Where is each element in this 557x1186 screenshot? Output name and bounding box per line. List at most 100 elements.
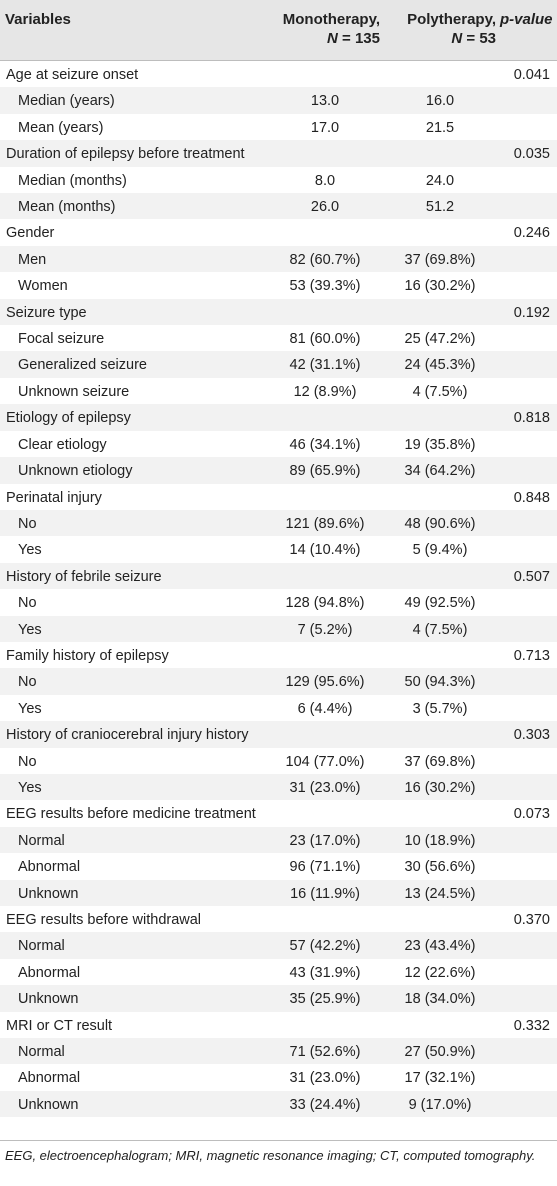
p-value-cell: 0.848 bbox=[513, 489, 550, 506]
monotherapy-cell: 35 (25.9%) bbox=[289, 991, 361, 1008]
table-row-category: Seizure type 0.192 bbox=[0, 299, 557, 325]
row-label: History of febrile seizure bbox=[6, 568, 162, 585]
table-row-category: Perinatal injury 0.848 bbox=[0, 484, 557, 510]
row-label: Age at seizure onset bbox=[6, 67, 139, 83]
row-label: Clear etiology bbox=[18, 436, 107, 453]
table-row-category: EEG results before medicine treatment 0.0… bbox=[0, 800, 557, 826]
polytherapy-cell: 27 (50.9%) bbox=[404, 1044, 476, 1061]
row-stripe bbox=[0, 721, 557, 748]
row-label: History of craniocerebral injury history bbox=[6, 727, 249, 744]
monotherapy-cell: 13.0 bbox=[310, 93, 340, 110]
row-label: Duration of epilepsy before treatment bbox=[6, 146, 245, 163]
monotherapy-cell: 104 (77.0%) bbox=[285, 753, 365, 770]
row-label: Abnormal bbox=[18, 964, 81, 981]
polytherapy-cell: 21.5 bbox=[425, 119, 455, 136]
p-value-cell: 0.246 bbox=[513, 225, 550, 242]
monotherapy-cell: 26.0 bbox=[310, 199, 340, 216]
polytherapy-cell: 16 (30.2%) bbox=[404, 779, 476, 796]
row-label: Normal bbox=[18, 938, 65, 955]
polytherapy-cell: 4 (7.5%) bbox=[412, 383, 468, 400]
table-footnote: EEG, electroencephalogram; MRI, magnetic… bbox=[5, 1148, 536, 1163]
table-row-subitem: Unknown 35 (25.9%) 18 (34.0%) bbox=[0, 985, 557, 1011]
polytherapy-cell: 48 (90.6%) bbox=[404, 515, 476, 532]
header-p-value-label: p-value bbox=[500, 11, 553, 28]
row-label: Unknown seizure bbox=[18, 383, 130, 400]
table-row-subitem: No 104 (77.0%) 37 (69.8%) bbox=[0, 748, 557, 774]
table-row-subitem: Median (months) 8.0 24.0 bbox=[0, 167, 557, 193]
header-p-value: p-value bbox=[500, 10, 553, 29]
monotherapy-cell: 12 (8.9%) bbox=[293, 383, 357, 400]
table-row-subitem: Abnormal 31 (23.0%) 17 (32.1%) bbox=[0, 1064, 557, 1090]
p-value-cell: 0.713 bbox=[513, 647, 550, 664]
table-row-subitem: Unknown 16 (11.9%) 13 (24.5%) bbox=[0, 880, 557, 906]
polytherapy-cell: 16 (30.2%) bbox=[404, 278, 476, 295]
table-row-category: Age at seizure onset 0.041 bbox=[0, 61, 557, 87]
polytherapy-cell: 9 (17.0%) bbox=[408, 1096, 472, 1113]
table-row-category: History of craniocerebral injury history… bbox=[0, 721, 557, 747]
table-header-band bbox=[0, 0, 557, 60]
row-label: Women bbox=[18, 278, 68, 295]
table-row-category: Duration of epilepsy before treatment 0.0… bbox=[0, 140, 557, 166]
table-row-subitem: Yes 14 (10.4%) 5 (9.4%) bbox=[0, 536, 557, 562]
monotherapy-cell: 31 (23.0%) bbox=[289, 779, 361, 796]
row-label: Family history of epilepsy bbox=[6, 647, 169, 664]
table-row-subitem: Unknown etiology 89 (65.9%) 34 (64.2%) bbox=[0, 457, 557, 483]
row-label: Median (months) bbox=[18, 172, 127, 189]
polytherapy-cell: 37 (69.8%) bbox=[404, 753, 476, 770]
row-label: MRI or CT result bbox=[6, 1017, 113, 1034]
row-label: Median (years) bbox=[18, 93, 115, 110]
row-stripe bbox=[0, 457, 557, 484]
header-monotherapy: Monotherapy, N = 135 bbox=[270, 10, 380, 48]
row-stripe bbox=[0, 985, 557, 1012]
table-row-subitem: Women 53 (39.3%) 16 (30.2%) bbox=[0, 272, 557, 298]
monotherapy-cell: 46 (34.1%) bbox=[289, 436, 361, 453]
monotherapy-cell: 7 (5.2%) bbox=[297, 621, 353, 638]
monotherapy-cell: 23 (17.0%) bbox=[289, 832, 361, 849]
monotherapy-cell: 6 (4.4%) bbox=[297, 700, 353, 717]
polytherapy-cell: 5 (9.4%) bbox=[412, 542, 468, 559]
monotherapy-cell: 43 (31.9%) bbox=[289, 964, 361, 981]
row-label: Mean (months) bbox=[18, 199, 116, 216]
table-row-subitem: Yes 7 (5.2%) 4 (7.5%) bbox=[0, 616, 557, 642]
monotherapy-cell: 53 (39.3%) bbox=[289, 278, 361, 295]
polytherapy-cell: 24.0 bbox=[425, 172, 455, 189]
monotherapy-cell: 96 (71.1%) bbox=[289, 859, 361, 876]
monotherapy-cell: 42 (31.1%) bbox=[289, 357, 361, 374]
row-label: Yes bbox=[18, 700, 42, 717]
row-stripe bbox=[0, 87, 557, 114]
row-label: No bbox=[18, 753, 37, 770]
polytherapy-cell: 34 (64.2%) bbox=[404, 463, 476, 480]
row-label: Men bbox=[18, 251, 47, 268]
row-label: Yes bbox=[18, 779, 42, 796]
monotherapy-cell: 14 (10.4%) bbox=[289, 542, 361, 559]
row-label: EEG results before medicine treatment bbox=[6, 806, 256, 823]
header-divider bbox=[0, 60, 557, 61]
table-bottom-rule bbox=[0, 1140, 557, 1141]
row-stripe bbox=[0, 140, 557, 167]
row-label: Normal bbox=[18, 832, 65, 849]
monotherapy-cell: 129 (95.6%) bbox=[285, 674, 365, 691]
table-row-subitem: Abnormal 96 (71.1%) 30 (56.6%) bbox=[0, 853, 557, 879]
table-row-category: Gender 0.246 bbox=[0, 219, 557, 245]
table-row-subitem: Clear etiology 46 (34.1%) 19 (35.8%) bbox=[0, 431, 557, 457]
monotherapy-cell: 81 (60.0%) bbox=[289, 331, 361, 348]
row-stripe bbox=[0, 932, 557, 959]
p-value-cell: 0.370 bbox=[513, 912, 550, 928]
polytherapy-cell: 10 (18.9%) bbox=[404, 832, 476, 849]
polytherapy-cell: 25 (47.2%) bbox=[404, 331, 476, 348]
polytherapy-cell: 19 (35.8%) bbox=[404, 436, 476, 453]
p-value-cell: 0.507 bbox=[513, 568, 550, 585]
header-polytherapy: Polytherapy, N = 53 bbox=[376, 10, 496, 48]
row-label: Yes bbox=[18, 542, 42, 559]
monotherapy-cell: 71 (52.6%) bbox=[289, 1044, 361, 1061]
table-row-category: MRI or CT result 0.332 bbox=[0, 1012, 557, 1038]
row-label: Generalized seizure bbox=[18, 357, 147, 374]
row-label: Abnormal bbox=[18, 1070, 81, 1087]
table-row-subitem: No 121 (89.6%) 48 (90.6%) bbox=[0, 510, 557, 536]
polytherapy-cell: 23 (43.4%) bbox=[404, 938, 476, 955]
row-label: No bbox=[18, 674, 37, 691]
table-row-subitem: Yes 6 (4.4%) 3 (5.7%) bbox=[0, 695, 557, 721]
row-label: Gender bbox=[6, 225, 55, 242]
table-row-subitem: Unknown seizure 12 (8.9%) 4 (7.5%) bbox=[0, 378, 557, 404]
row-label: Focal seizure bbox=[18, 331, 105, 348]
